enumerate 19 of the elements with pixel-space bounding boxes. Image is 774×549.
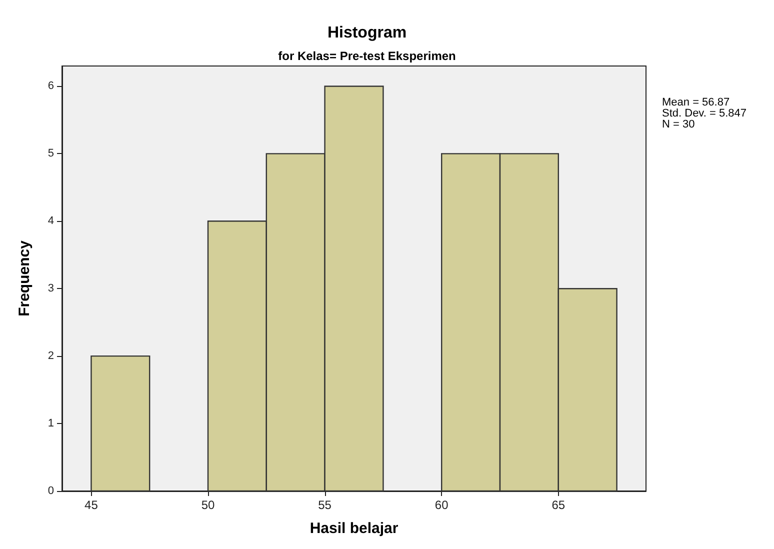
- y-tick-label: 3: [48, 282, 54, 295]
- x-axis-title: Hasil belajar: [310, 520, 398, 537]
- text: N = 30: [662, 118, 695, 130]
- y-tick-label: 0: [48, 485, 54, 497]
- chart-subtitle: for Kelas= Pre-test Eksperimen: [278, 49, 456, 63]
- x-tick-label: 45: [84, 498, 98, 512]
- x-tick-label: 65: [552, 498, 566, 512]
- y-tick-label: 6: [48, 80, 54, 92]
- text: Std. Dev. = 5.847: [662, 108, 746, 120]
- y-tick-label: 5: [48, 148, 54, 160]
- x-tick-label: 60: [434, 498, 449, 512]
- y-tick-label: 4: [48, 215, 54, 228]
- x-tick-label: 55: [318, 498, 332, 512]
- text: Mean = 56.87: [662, 96, 730, 108]
- y-axis-title: Frequency: [16, 240, 33, 316]
- chart-title: Histogram: [327, 24, 407, 42]
- y-tick-label: 2: [48, 350, 54, 362]
- x-tick-label: 50: [201, 498, 215, 512]
- y-tick-label: 1: [48, 418, 54, 430]
